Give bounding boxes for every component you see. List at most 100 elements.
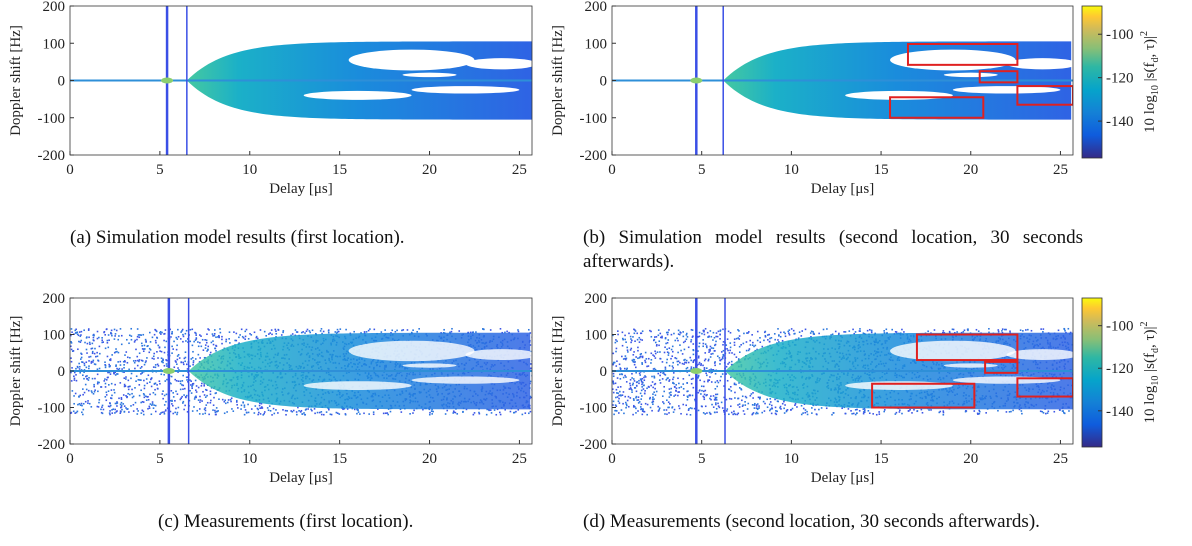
speckle (117, 361, 119, 363)
speckle (1001, 330, 1003, 332)
highlight-box (889, 96, 985, 119)
speckle (843, 331, 845, 333)
speckle (703, 333, 706, 336)
speckle (613, 361, 616, 364)
speckle (115, 410, 118, 413)
speckle (655, 336, 658, 338)
speckle (121, 408, 123, 411)
speckle (612, 375, 615, 378)
speckle (529, 367, 532, 370)
speckle (898, 411, 901, 413)
speckle (685, 338, 688, 341)
speckle (755, 404, 758, 406)
speckle (112, 408, 115, 410)
speckle (844, 331, 847, 333)
speckle (762, 400, 765, 403)
speckle (337, 330, 340, 333)
speckle (245, 411, 248, 414)
speckle (633, 351, 635, 353)
speckle (615, 339, 617, 341)
speckle (80, 334, 82, 336)
speckle (788, 332, 790, 335)
speckle (177, 353, 180, 356)
speckle (713, 336, 716, 339)
speckle (80, 330, 83, 333)
speckle (804, 411, 807, 414)
speckle (137, 359, 139, 362)
speckle (261, 406, 263, 408)
speckle (134, 359, 137, 362)
speckle (671, 365, 674, 367)
speckle (654, 368, 657, 371)
speckle (811, 407, 813, 409)
speckle (639, 374, 642, 376)
speckle (847, 408, 850, 410)
speckle (978, 410, 981, 413)
speckle (631, 384, 634, 386)
speckle (171, 399, 173, 402)
speckle (654, 387, 656, 390)
speckle (418, 328, 420, 330)
speckle (674, 339, 677, 342)
speckle (182, 333, 184, 336)
speckle (727, 330, 730, 333)
speckle (687, 409, 690, 411)
speckle (202, 390, 204, 393)
speckle (652, 354, 654, 356)
speckle (108, 339, 110, 342)
speckle (244, 335, 247, 338)
speckle (668, 412, 670, 414)
speckle (790, 328, 793, 330)
speckle (315, 332, 317, 335)
speckle (202, 413, 204, 415)
speckle (870, 331, 873, 334)
speckle (749, 394, 752, 397)
speckle (620, 394, 622, 397)
speckle (769, 409, 771, 412)
spectrum-gap (348, 49, 475, 71)
speckle (242, 401, 244, 404)
speckle (108, 412, 111, 414)
speckle (758, 397, 761, 400)
speckle (93, 339, 95, 342)
speckle (110, 332, 112, 335)
speckle (798, 331, 801, 334)
speckle (1022, 330, 1024, 332)
speckle (296, 331, 299, 333)
speckle (767, 339, 769, 341)
speckle (93, 334, 95, 337)
speckle (678, 391, 681, 393)
speckle (745, 396, 748, 399)
x-tick-label: 10 (784, 162, 799, 178)
speckle (754, 402, 756, 405)
speckle (86, 378, 88, 380)
speckle (803, 403, 806, 406)
speckle (1042, 328, 1045, 330)
speckle (154, 410, 157, 413)
speckle (214, 329, 216, 331)
speckle (738, 351, 741, 354)
speckle (677, 351, 679, 354)
speckle (634, 361, 636, 363)
speckle (813, 333, 816, 335)
speckle (327, 331, 330, 334)
speckle (142, 348, 145, 350)
speckle (697, 355, 700, 358)
speckle (165, 359, 167, 361)
speckle (759, 337, 761, 339)
speckle (1064, 329, 1066, 332)
speckle (1020, 410, 1023, 412)
speckle (714, 361, 716, 363)
speckle (783, 407, 785, 410)
speckle (891, 328, 893, 331)
speckle (654, 382, 657, 385)
speckle (636, 338, 639, 341)
speckle (152, 407, 155, 409)
speckle (627, 395, 630, 398)
speckle (715, 402, 717, 404)
speckle (202, 349, 205, 351)
speckle (166, 378, 168, 381)
speckle (98, 345, 101, 348)
speckle (221, 335, 223, 338)
speckle (177, 328, 179, 331)
